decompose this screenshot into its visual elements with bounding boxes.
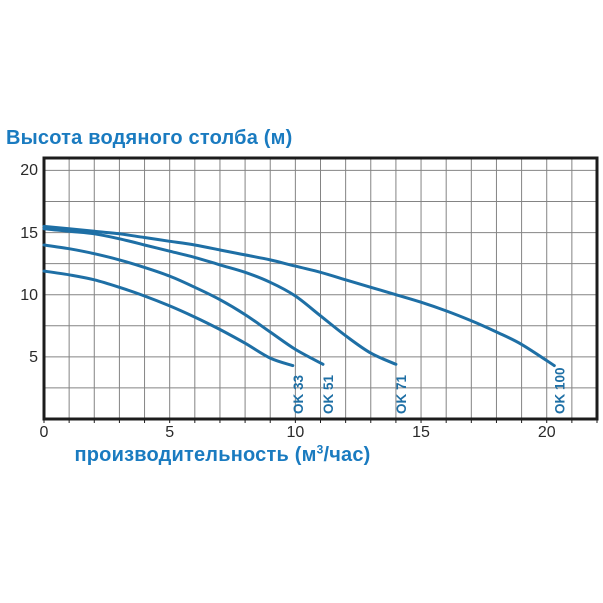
curve-label-ok-71: OK 71: [394, 374, 409, 414]
curve-ok-100: [42, 224, 556, 368]
curve-ok-51: [42, 243, 325, 366]
curve-label-ok-51: OK 51: [321, 374, 336, 414]
x-tick-label: 10: [286, 424, 305, 441]
x-axis-title-text: производительность (м: [74, 444, 317, 466]
plot-frame: [42, 156, 599, 421]
chart-title: Высота водяного столба (м): [6, 127, 293, 149]
x-axis-title: производительность (м3/час): [60, 442, 385, 467]
curve-label-ok-100: OK 100: [552, 367, 567, 414]
x-tick-label: 5: [165, 424, 175, 441]
x-tick-label: 15: [412, 424, 430, 441]
y-tick-label: 20: [20, 162, 38, 180]
plot-area: OK 33 OK 51 OK 71 OK 100: [42, 156, 599, 423]
y-tick-label: 5: [29, 348, 38, 366]
x-axis-title-suffix: /час): [323, 444, 371, 466]
x-tick-label: 0: [39, 424, 49, 441]
pump-curves-chart: OK 33 OK 51 OK 71 OK 100: [42, 156, 599, 423]
x-tick-label: 20: [537, 424, 556, 441]
x-axis-title-superscript: 3: [316, 442, 324, 457]
y-tick-label: 10: [20, 286, 38, 304]
y-tick-label: 15: [20, 224, 38, 242]
curve-label-ok-33: OK 33: [291, 374, 306, 414]
curve-ok-71: [42, 227, 398, 366]
curve-ok-33: [42, 269, 295, 368]
